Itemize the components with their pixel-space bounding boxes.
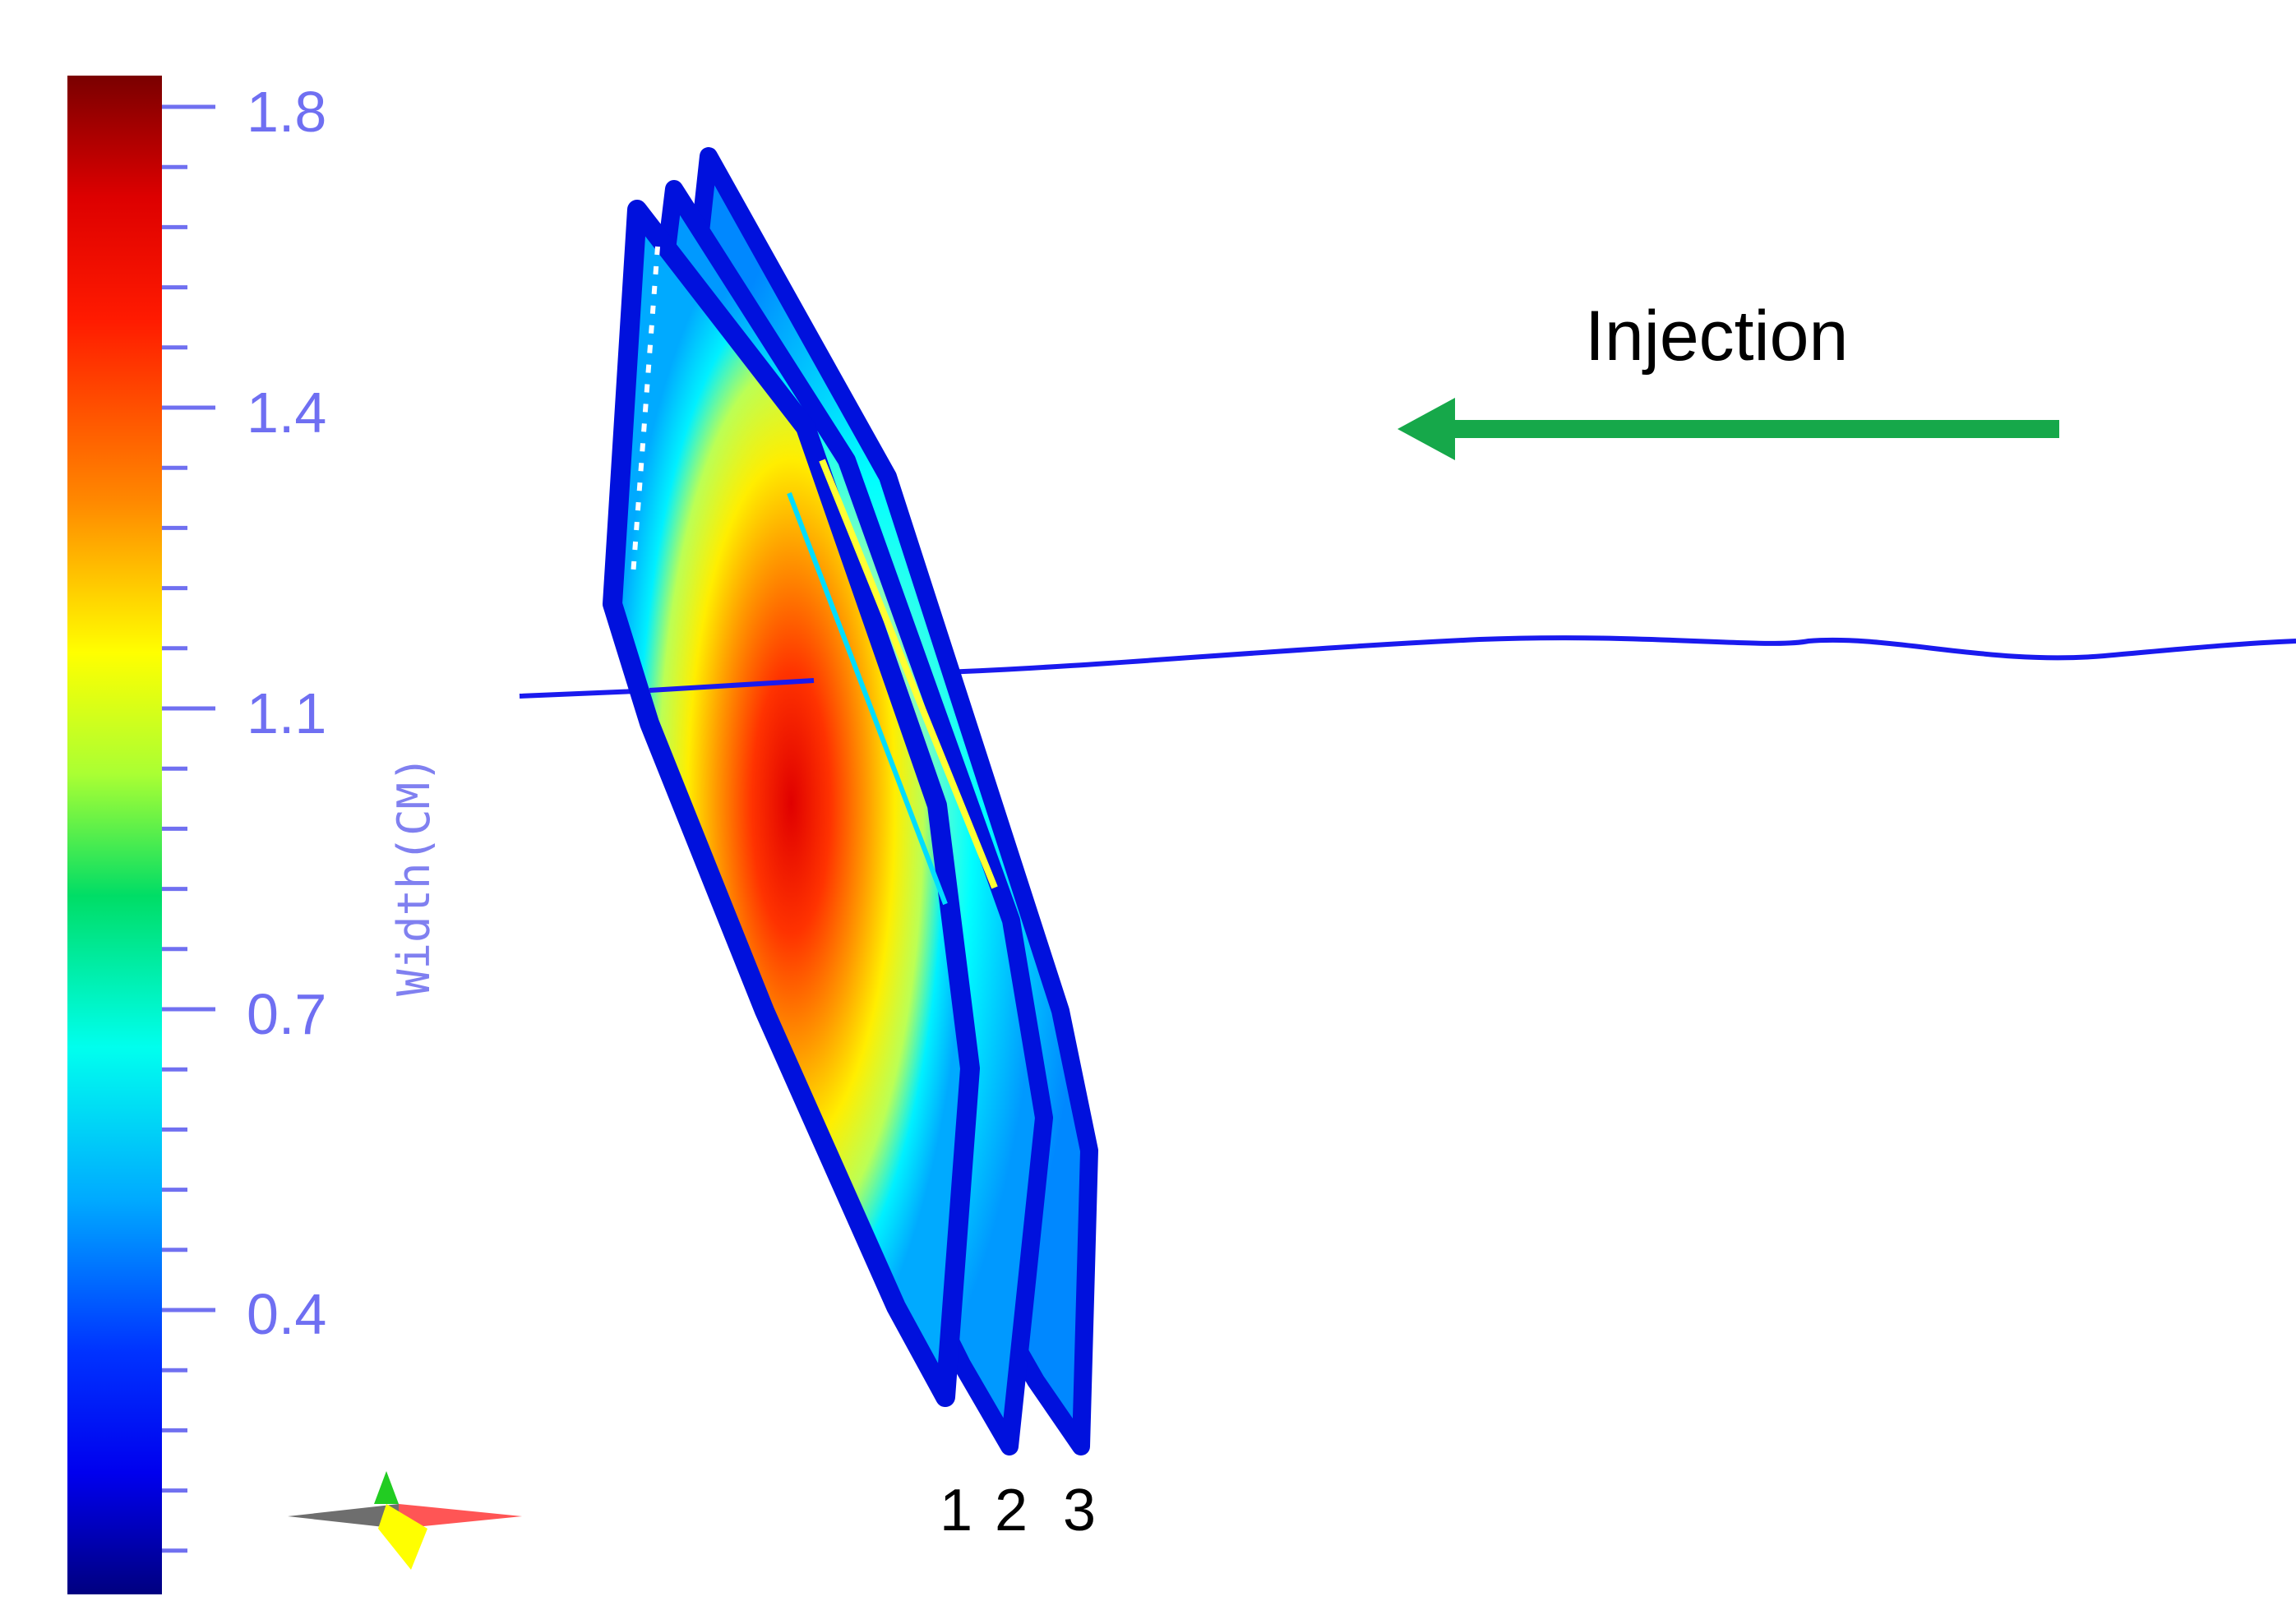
fracture-streak — [631, 246, 660, 576]
colorbar-ticks — [162, 104, 215, 1553]
colorbar: 1.8 1.4 1.1 0.7 0.4 Width(CM) — [67, 76, 440, 1594]
tick-label: 1.4 — [247, 381, 326, 445]
fracture-labels: 1 2 3 — [940, 1478, 1096, 1543]
injection-annotation: Injection — [1397, 297, 2059, 460]
tick-label: 0.4 — [247, 1282, 326, 1346]
injection-label: Injection — [1585, 297, 1848, 376]
colorbar-title: Width(CM) — [388, 755, 440, 996]
colorbar-tick-labels: 1.8 1.4 1.1 0.7 0.4 — [247, 80, 326, 1346]
colorbar-gradient — [67, 76, 162, 1594]
fracture-set — [603, 147, 1098, 1455]
tick-label: 1.8 — [247, 80, 326, 144]
fracture-label-2: 2 — [995, 1478, 1028, 1543]
fracture-label-1: 1 — [940, 1478, 972, 1543]
arrow-left-icon — [1397, 398, 2059, 460]
wellbore-line-front — [649, 678, 815, 693]
tick-label: 1.1 — [247, 681, 326, 745]
compass-icon — [288, 1471, 522, 1570]
fracture-streak — [819, 459, 998, 889]
fracture-streak — [787, 491, 948, 906]
fracture-label-3: 3 — [1063, 1478, 1096, 1543]
tick-label: 0.7 — [247, 982, 326, 1046]
fracture-1 — [603, 200, 980, 1407]
